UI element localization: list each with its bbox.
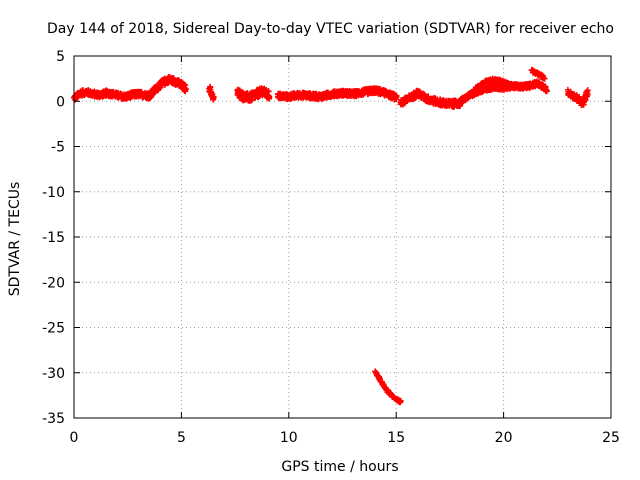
x-tick-label: 20 <box>495 430 513 446</box>
x-axis-label: GPS time / hours <box>281 459 398 475</box>
y-axis-label: SDTVAR / TECUs <box>7 182 23 297</box>
y-tick-label: 5 <box>56 49 65 65</box>
x-tick-label: 25 <box>602 430 620 446</box>
data-point <box>397 398 404 405</box>
x-tick-label: 15 <box>387 430 405 446</box>
data-point <box>265 88 272 95</box>
data-point <box>210 93 217 100</box>
y-tick-label: -25 <box>42 321 65 337</box>
data-point <box>393 93 400 100</box>
data-point <box>182 86 189 93</box>
data-point <box>508 83 515 90</box>
data-point <box>543 87 550 94</box>
data-point <box>206 85 213 92</box>
data-points <box>70 66 591 406</box>
data-point <box>541 75 548 82</box>
chart-title: Day 144 of 2018, Sidereal Day-to-day VTE… <box>47 21 614 37</box>
y-tick-label: -5 <box>51 140 65 156</box>
data-point <box>584 91 591 98</box>
y-tick-label: -10 <box>42 185 65 201</box>
data-point <box>265 94 272 101</box>
y-tick-label: -15 <box>42 230 65 246</box>
x-tick-label: 10 <box>280 430 298 446</box>
axis-ticks: 0 5 10 15 20 25 5 0 -5 -10 -15 -20 -25 -30 -35 <box>42 49 620 446</box>
y-tick-label: -20 <box>42 275 65 291</box>
y-tick-label: -30 <box>42 366 65 382</box>
y-tick-label: -35 <box>42 411 65 427</box>
x-tick-label: 5 <box>177 430 186 446</box>
x-tick-label: 0 <box>70 430 79 446</box>
y-tick-label: 0 <box>56 94 65 110</box>
grid <box>74 56 611 418</box>
